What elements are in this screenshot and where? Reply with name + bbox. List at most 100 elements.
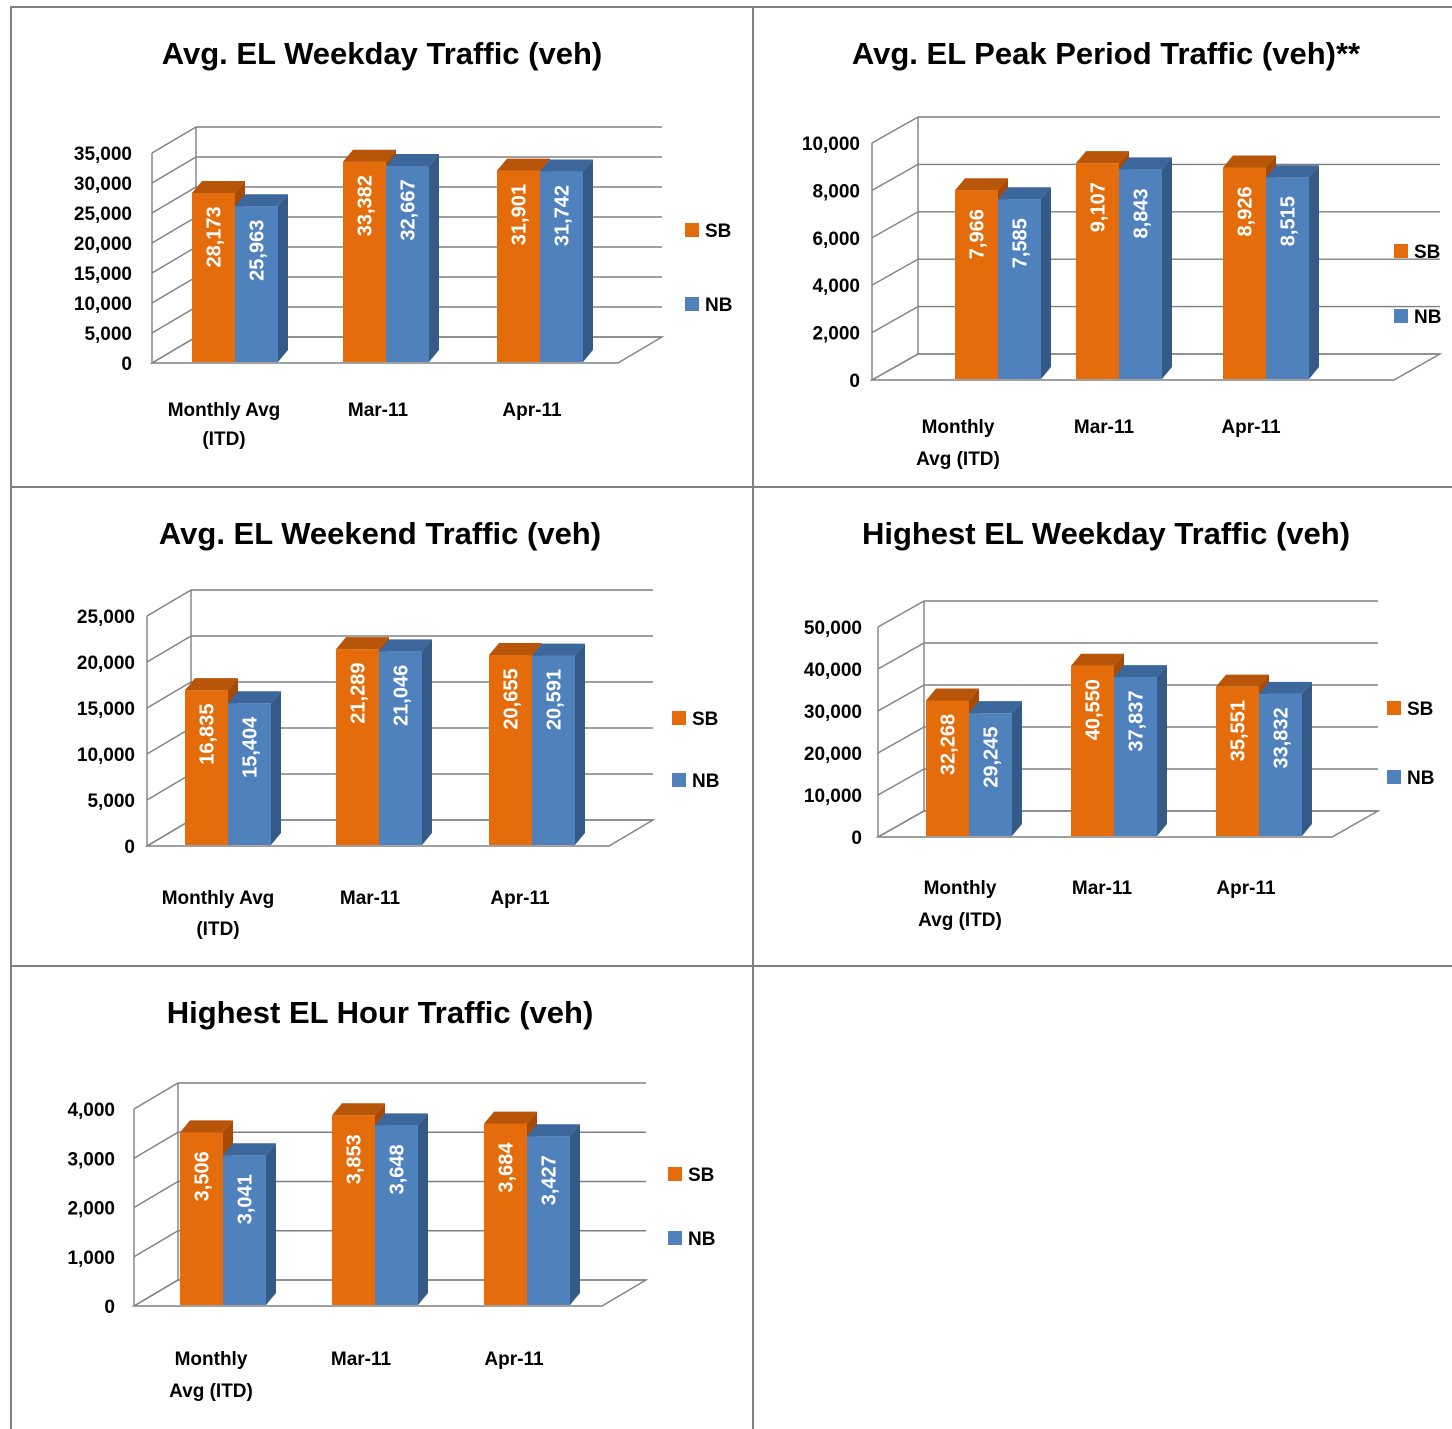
bar-top: [336, 637, 389, 650]
bar-side: [271, 691, 281, 845]
data-label-nb: 3,648: [387, 1144, 409, 1194]
data-label-nb: 8,515: [1278, 196, 1300, 246]
legend-label-nb: NB: [1414, 307, 1441, 328]
bar-top: [1119, 157, 1172, 170]
chart-floor: [869, 353, 1443, 381]
data-label-nb: 21,046: [391, 665, 413, 726]
y-tick-label: 4,000: [67, 1100, 115, 1121]
bar-front: [180, 1132, 223, 1305]
bar-top: [489, 642, 542, 655]
bar-top: [192, 180, 245, 193]
y-tick-label: 8,000: [812, 181, 860, 202]
y-tick-label: 40,000: [804, 660, 862, 681]
legend-swatch-sb: [685, 223, 699, 237]
gridline-side: [871, 116, 919, 144]
y-tick-label: 20,000: [804, 744, 862, 765]
gridline-side: [151, 126, 197, 154]
bar-top: [955, 178, 1008, 191]
bar-nb: [223, 1143, 276, 1305]
data-label-nb: 8,843: [1131, 188, 1153, 238]
gridline-side: [877, 684, 925, 712]
bar-front: [489, 654, 532, 845]
data-label-sb: 21,289: [348, 663, 370, 724]
bar-top: [540, 159, 593, 172]
gridline-side: [151, 276, 197, 304]
data-label-sb: 7,966: [967, 209, 989, 259]
grid-line-left: [10, 6, 12, 1429]
bar-side: [1012, 701, 1022, 836]
gridline-side: [871, 211, 919, 239]
data-label-sb: 28,173: [204, 206, 226, 267]
bar-front: [336, 649, 379, 845]
y-tick-label: 35,000: [74, 144, 132, 165]
bar-nb: [540, 159, 593, 362]
bar-front: [926, 700, 969, 836]
chart-floor: [149, 336, 665, 364]
data-label-sb: 40,550: [1083, 679, 1105, 740]
legend-label-sb: SB: [1407, 699, 1433, 720]
bar-front: [235, 206, 278, 362]
bar-top: [484, 1111, 537, 1124]
y-tick-label: 1,000: [67, 1248, 115, 1269]
x-category-label: Apr-11: [490, 888, 550, 909]
chart-svg-2: Avg. EL Peak Period Traffic (veh)** 0 2,00…: [802, 36, 1443, 470]
gridline-side: [877, 768, 925, 796]
x-category-label: Avg (ITD): [916, 449, 1000, 470]
legend-swatch-sb: [668, 1167, 682, 1181]
y-tick-label: 0: [104, 1297, 115, 1318]
y-tick-label: 10,000: [804, 786, 862, 807]
bar-front: [998, 199, 1041, 379]
data-label-sb: 32,268: [938, 714, 960, 775]
bar-front: [223, 1155, 266, 1305]
legend-label-sb: SB: [692, 709, 718, 730]
gridline-side: [151, 186, 197, 214]
y-tick-label: 25,000: [74, 204, 132, 225]
gridline-side: [133, 1131, 179, 1159]
bar-top: [1076, 151, 1129, 164]
y-tick-label: 50,000: [804, 618, 862, 639]
data-label-sb: 9,107: [1088, 182, 1110, 232]
gridline-side: [146, 635, 192, 663]
y-tick-label: 30,000: [804, 702, 862, 723]
bar-side: [422, 639, 432, 845]
data-label-nb: 29,245: [981, 727, 1003, 788]
y-tick-label: 4,000: [812, 276, 860, 297]
y-tick-label: 2,000: [812, 324, 860, 345]
chart-title: Avg. EL Weekend Traffic (veh): [159, 516, 601, 551]
legend-label-nb: NB: [705, 295, 732, 316]
y-tick-label: 0: [124, 837, 135, 858]
y-tick-label: 10,000: [74, 294, 132, 315]
data-label-sb: 3,684: [496, 1142, 518, 1193]
y-tick-label: 0: [849, 371, 860, 392]
data-label-sb: 33,382: [355, 175, 377, 236]
y-tick-label: 5,000: [84, 324, 132, 345]
chart-svg-1: Avg. EL Weekday Traffic (veh) 0 5,000 10,00…: [74, 36, 733, 450]
bar-nb: [235, 194, 288, 362]
y-tick-label: 3,000: [67, 1149, 115, 1170]
bar-front: [343, 161, 386, 362]
bar-top: [1216, 674, 1269, 687]
bar-side: [429, 153, 439, 362]
bar-side: [266, 1143, 276, 1305]
bar-nb: [1119, 157, 1172, 379]
bar-top: [1259, 681, 1312, 694]
bar-front: [1259, 693, 1302, 836]
chart-svg-5: Highest EL Hour Traffic (veh) 0 1,000 2,000…: [67, 995, 715, 1402]
bar-front: [1076, 163, 1119, 379]
gridline-side: [133, 1180, 179, 1209]
bar-front: [185, 690, 228, 845]
bar-nb: [379, 639, 432, 845]
bar-front: [192, 192, 235, 362]
bar-front: [1114, 677, 1157, 836]
bar-top: [228, 691, 281, 704]
gridline-side: [877, 600, 925, 628]
data-label-nb: 33,832: [1271, 707, 1293, 768]
bar-nb: [386, 153, 439, 362]
bar-front: [532, 655, 575, 845]
chart-highest-hour-traffic: Highest EL Hour Traffic (veh) 0 1,000 2,000…: [12, 967, 752, 1429]
x-category-label: Mar-11: [348, 400, 409, 421]
x-category-label: Monthly Avg: [168, 400, 281, 421]
bar-front: [540, 171, 583, 362]
legend-swatch-sb: [1394, 244, 1408, 258]
